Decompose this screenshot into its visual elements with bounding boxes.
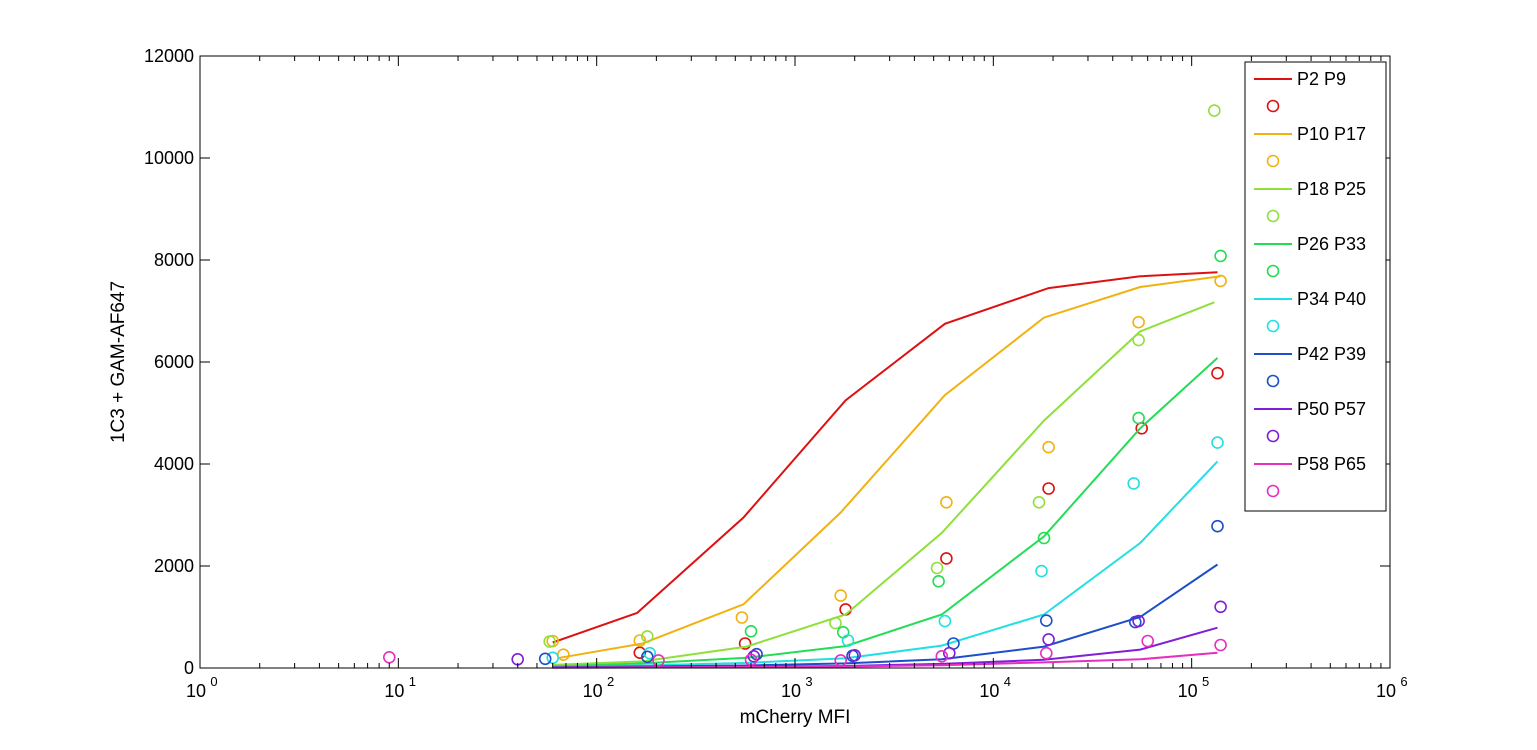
data-point	[1042, 482, 1055, 495]
series-line	[559, 275, 1221, 659]
data-point	[940, 495, 953, 509]
x-tick-label: 10	[186, 681, 206, 701]
data-point	[1132, 333, 1145, 347]
legend-entry-label: P58 P65	[1297, 454, 1366, 474]
legend-entry-label: P18 P25	[1297, 179, 1366, 199]
data-point	[935, 649, 949, 663]
legend-marker-swatch	[1266, 264, 1280, 278]
data-point	[543, 635, 557, 648]
data-point	[382, 650, 396, 664]
x-tick-exponent: 5	[1202, 674, 1209, 689]
data-point	[1035, 564, 1048, 578]
legend-marker-swatch	[1266, 99, 1280, 113]
x-tick-label: 10	[979, 681, 999, 701]
data-point	[735, 611, 749, 624]
data-point	[1037, 531, 1051, 545]
x-tick-exponent: 3	[805, 674, 812, 689]
x-tick-exponent: 1	[409, 674, 416, 689]
x-tick-exponent: 4	[1004, 674, 1011, 689]
x-tick-label: 10	[1376, 681, 1396, 701]
legend: P2 P9 P10 P17 P18 P25 P26 P33 P34 P40 P42 P39…	[1244, 61, 1387, 512]
data-point	[633, 634, 647, 647]
legend-entry-label: P10 P17	[1297, 124, 1366, 144]
y-tick-label: 8000	[154, 250, 194, 270]
y-tick-label: 2000	[154, 556, 194, 576]
data-point	[1208, 104, 1221, 117]
data-point	[834, 589, 848, 602]
x-tick-exponent: 0	[210, 674, 217, 689]
data-point	[1132, 411, 1145, 425]
data-point	[841, 634, 855, 647]
y-tick-label: 12000	[144, 46, 194, 66]
data-point	[633, 646, 647, 660]
y-tick-label: 0	[184, 658, 194, 678]
legend-marker-swatch	[1266, 429, 1280, 443]
data-point	[848, 648, 862, 662]
legend-marker-swatch	[1266, 319, 1280, 333]
legend-entry-label: P2 P9	[1297, 69, 1346, 89]
y-tick-label: 10000	[144, 148, 194, 168]
data-point	[932, 574, 945, 588]
x-tick-label: 10	[384, 681, 404, 701]
y-tick-label: 6000	[154, 352, 194, 372]
legend-entry-label: P34 P40	[1297, 289, 1366, 309]
data-point	[652, 654, 665, 667]
data-point	[829, 616, 842, 630]
data-point	[1127, 477, 1140, 490]
legend-marker-swatch	[1266, 209, 1280, 223]
data-point	[1211, 436, 1224, 449]
data-point	[1042, 633, 1055, 646]
data-point	[1040, 646, 1053, 660]
data-point	[1132, 315, 1145, 329]
data-point	[538, 652, 552, 666]
data-point	[640, 630, 654, 643]
axes-frame	[199, 55, 1391, 669]
y-axis-label: 1C3 + GAM-AF647	[108, 281, 129, 443]
data-point	[1141, 634, 1154, 648]
data-point	[1040, 614, 1053, 627]
data-point	[640, 650, 654, 664]
legend-marker-swatch	[1266, 484, 1280, 498]
legend-box	[1244, 61, 1387, 512]
x-axis-label: mCherry MFI	[740, 707, 851, 728]
series-line	[552, 301, 1215, 666]
x-tick-label: 10	[583, 681, 603, 701]
x-tick-label: 10	[1178, 681, 1198, 701]
legend-entry-label: P26 P33	[1297, 234, 1366, 254]
data-point	[1214, 638, 1227, 652]
series-line	[552, 651, 1218, 669]
plot-area	[382, 104, 1227, 669]
data-point	[834, 654, 848, 667]
data-point	[1032, 495, 1046, 509]
data-point	[744, 624, 758, 638]
series-line	[552, 271, 1218, 644]
legend-entry-label: P42 P39	[1297, 344, 1366, 364]
x-tick-exponent: 6	[1400, 674, 1407, 689]
y-tick-label: 4000	[154, 454, 194, 474]
data-point	[1214, 249, 1227, 263]
data-point	[1214, 600, 1227, 614]
data-point	[1214, 274, 1227, 288]
data-point	[938, 614, 952, 628]
series-line	[552, 357, 1219, 668]
data-point	[942, 646, 956, 660]
data-point	[557, 648, 570, 662]
data-point	[940, 552, 953, 565]
legend-marker-swatch	[1266, 374, 1280, 388]
data-point	[1042, 440, 1055, 454]
data-point	[738, 637, 752, 650]
x-tick-label: 10	[781, 681, 801, 701]
data-point	[930, 561, 944, 575]
data-point	[747, 649, 761, 663]
x-axis: 10 0 10 1 10 2 10 3 10 4 10 5 10 6	[186, 56, 1408, 701]
data-point	[836, 625, 850, 639]
legend-marker-swatch	[1266, 154, 1280, 168]
x-tick-exponent: 2	[607, 674, 614, 689]
y-axis: 0 2000 4000 6000 8000 10000 12000	[144, 46, 1390, 678]
data-point	[1211, 366, 1224, 380]
data-point	[1132, 614, 1145, 628]
legend-entry-label: P50 P57	[1297, 399, 1366, 419]
data-point	[1211, 519, 1224, 533]
